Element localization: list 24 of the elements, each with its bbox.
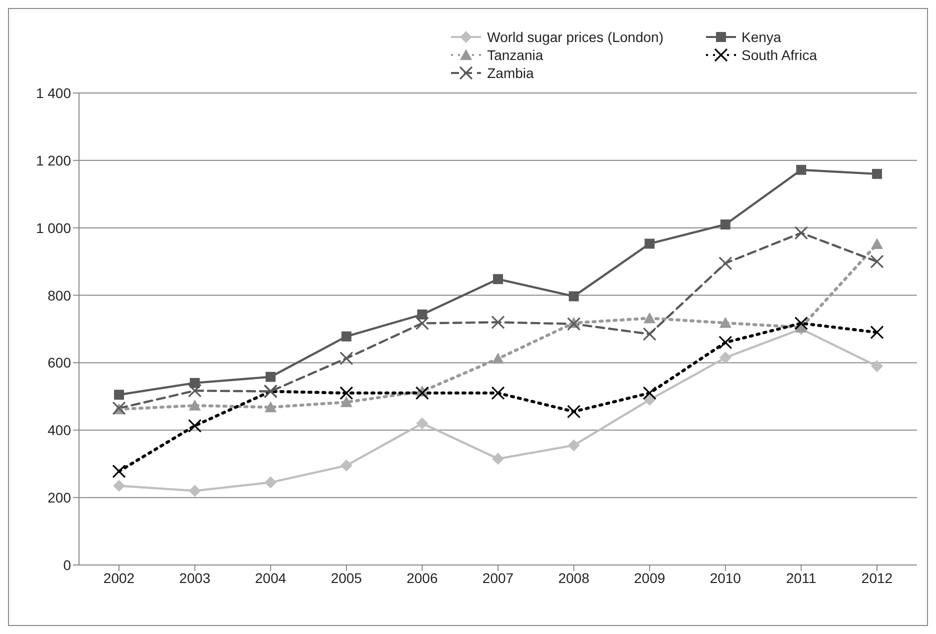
x-tick-label: 2003 (179, 570, 211, 586)
x-tick-label: 2004 (255, 570, 286, 586)
legend-label: Tanzania (487, 47, 544, 63)
x-tick-label: 2009 (634, 570, 666, 586)
x-tick-label: 2008 (558, 570, 590, 586)
x-tick-label: 2010 (710, 570, 742, 586)
x-tick-label: 2005 (330, 570, 362, 586)
y-tick-label: 1 000 (36, 220, 72, 236)
x-tick-label: 2006 (406, 570, 438, 586)
y-tick-label: 1 200 (36, 152, 72, 168)
x-tick-label: 2007 (482, 570, 514, 586)
x-tick-label: 2011 (786, 570, 816, 586)
legend-label: Zambia (487, 65, 534, 81)
legend-label: World sugar prices (London) (487, 29, 664, 45)
y-tick-label: 1 400 (36, 84, 72, 101)
y-tick-label: 0 (63, 556, 72, 573)
y-tick-label: 400 (48, 422, 72, 438)
y-tick-label: 800 (48, 287, 72, 304)
y-tick-label: 600 (48, 354, 72, 371)
x-tick-label: 2012 (861, 570, 893, 586)
legend-label: South Africa (742, 47, 817, 63)
x-tick-label: 2002 (103, 570, 135, 586)
y-tick-label: 200 (48, 490, 72, 506)
legend-label: Kenya (742, 29, 782, 45)
